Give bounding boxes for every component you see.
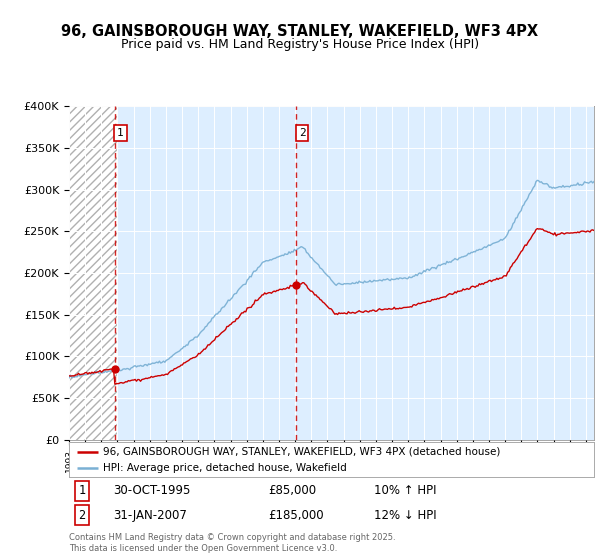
Text: 1: 1: [79, 484, 86, 497]
Text: 30-OCT-1995: 30-OCT-1995: [113, 484, 191, 497]
Text: £185,000: £185,000: [269, 509, 324, 522]
Text: HPI: Average price, detached house, Wakefield: HPI: Average price, detached house, Wake…: [103, 463, 347, 473]
Text: 96, GAINSBOROUGH WAY, STANLEY, WAKEFIELD, WF3 4PX: 96, GAINSBOROUGH WAY, STANLEY, WAKEFIELD…: [61, 24, 539, 39]
Text: 10% ↑ HPI: 10% ↑ HPI: [373, 484, 436, 497]
Text: 2: 2: [299, 128, 305, 138]
Text: £85,000: £85,000: [269, 484, 317, 497]
Text: Price paid vs. HM Land Registry's House Price Index (HPI): Price paid vs. HM Land Registry's House …: [121, 38, 479, 51]
Text: 96, GAINSBOROUGH WAY, STANLEY, WAKEFIELD, WF3 4PX (detached house): 96, GAINSBOROUGH WAY, STANLEY, WAKEFIELD…: [103, 447, 500, 457]
Text: 31-JAN-2007: 31-JAN-2007: [113, 509, 187, 522]
Text: 12% ↓ HPI: 12% ↓ HPI: [373, 509, 436, 522]
Text: 2: 2: [79, 509, 86, 522]
Text: Contains HM Land Registry data © Crown copyright and database right 2025.
This d: Contains HM Land Registry data © Crown c…: [69, 533, 395, 553]
Text: 1: 1: [117, 128, 124, 138]
